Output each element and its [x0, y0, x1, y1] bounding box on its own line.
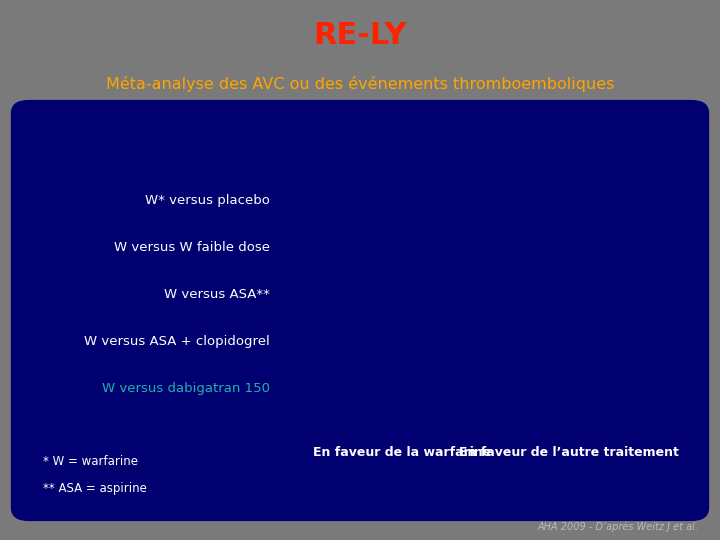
Text: W versus ASA**: W versus ASA** [164, 288, 270, 301]
Point [549, 384, 561, 393]
Text: En faveur de la warfarine: En faveur de la warfarine [313, 446, 491, 458]
Text: * W = warfarine: * W = warfarine [43, 455, 138, 468]
Text: Méta-analyse des AVC ou des événements thromboemboliques: Méta-analyse des AVC ou des événements t… [106, 76, 614, 92]
Text: AHA 2009 - D’après Weitz J et al.: AHA 2009 - D’après Weitz J et al. [537, 522, 698, 532]
Text: En faveur de l’autre traitement: En faveur de l’autre traitement [459, 446, 678, 458]
Point [433, 337, 445, 346]
Point [430, 290, 441, 299]
FancyBboxPatch shape [11, 100, 709, 521]
Text: W* versus placebo: W* versus placebo [145, 194, 270, 207]
Text: W versus dabigatran 150: W versus dabigatran 150 [102, 382, 270, 395]
Text: RE-LY: RE-LY [313, 21, 407, 50]
Text: W versus ASA + clopidogrel: W versus ASA + clopidogrel [84, 335, 270, 348]
Text: ** ASA = aspirine: ** ASA = aspirine [43, 482, 147, 495]
Text: W versus W faible dose: W versus W faible dose [114, 241, 270, 254]
Point [420, 196, 431, 205]
Point [418, 243, 430, 252]
